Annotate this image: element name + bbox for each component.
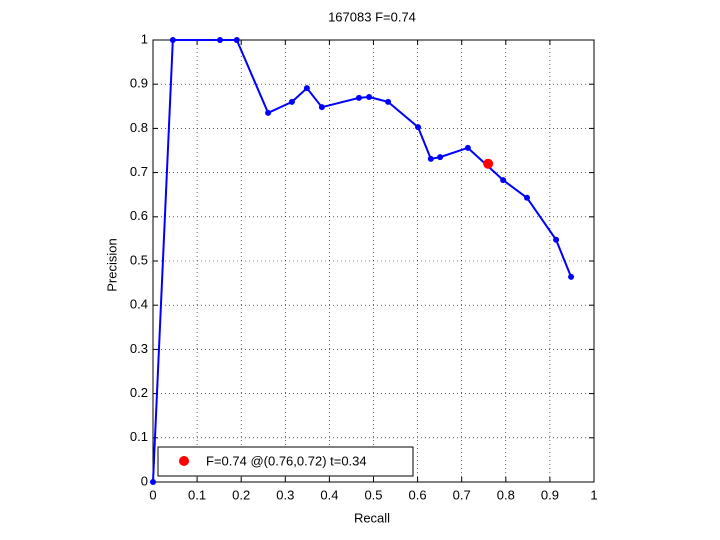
y-tick-label: 0.2 <box>130 385 148 400</box>
y-tick-label: 0.5 <box>130 252 148 267</box>
legend-marker <box>179 456 189 466</box>
point-marker <box>523 194 530 201</box>
legend-label: F=0.74 @(0.76,0.72) t=0.34 <box>206 453 367 468</box>
x-tick-label: 0 <box>149 487 156 502</box>
x-tick-label: 0.2 <box>232 487 250 502</box>
point-marker <box>150 479 156 485</box>
point-marker <box>427 155 434 162</box>
point-marker <box>500 177 507 184</box>
x-axis-label: Recall <box>354 510 390 525</box>
x-tick-label: 0.4 <box>320 487 338 502</box>
point-marker <box>415 124 422 131</box>
point-marker <box>265 109 272 116</box>
point-marker <box>318 104 325 111</box>
x-tick-label: 0.3 <box>276 487 294 502</box>
point-marker <box>169 37 176 43</box>
point-marker <box>217 37 224 43</box>
legend-box <box>157 446 414 477</box>
plot-frame <box>152 39 595 483</box>
y-tick-label: 0.3 <box>130 341 148 356</box>
x-tick-label: 0.5 <box>364 487 382 502</box>
y-axis-label: Precision <box>104 238 119 291</box>
y-tick-label: 0.6 <box>130 208 148 223</box>
point-marker <box>288 98 295 105</box>
point-marker <box>464 144 471 151</box>
y-tick-label: 0.7 <box>130 164 148 179</box>
y-tick-label: 0.4 <box>130 297 148 312</box>
x-tick-label: 0.6 <box>409 487 427 502</box>
highlight-point <box>483 158 494 169</box>
y-tick-label: 0.1 <box>130 429 148 444</box>
point-marker <box>355 94 362 101</box>
point-marker <box>385 98 392 105</box>
x-tick-label: 0.8 <box>497 487 515 502</box>
x-tick-label: 0.1 <box>188 487 206 502</box>
y-tick-label: 0.9 <box>130 76 148 91</box>
point-marker <box>437 154 444 161</box>
point-marker <box>233 37 240 43</box>
y-tick-label: 0.8 <box>130 120 148 135</box>
point-marker <box>553 236 560 243</box>
point-marker <box>303 85 310 92</box>
point-marker <box>366 94 373 101</box>
y-tick-label: 1 <box>141 31 148 46</box>
point-marker <box>568 273 575 280</box>
x-tick-label: 0.7 <box>453 487 471 502</box>
x-tick-label: 1 <box>590 487 597 502</box>
x-tick-label: 0.9 <box>541 487 559 502</box>
chart-title: 167083 F=0.74 <box>328 9 416 24</box>
y-tick-label: 0 <box>141 473 148 488</box>
